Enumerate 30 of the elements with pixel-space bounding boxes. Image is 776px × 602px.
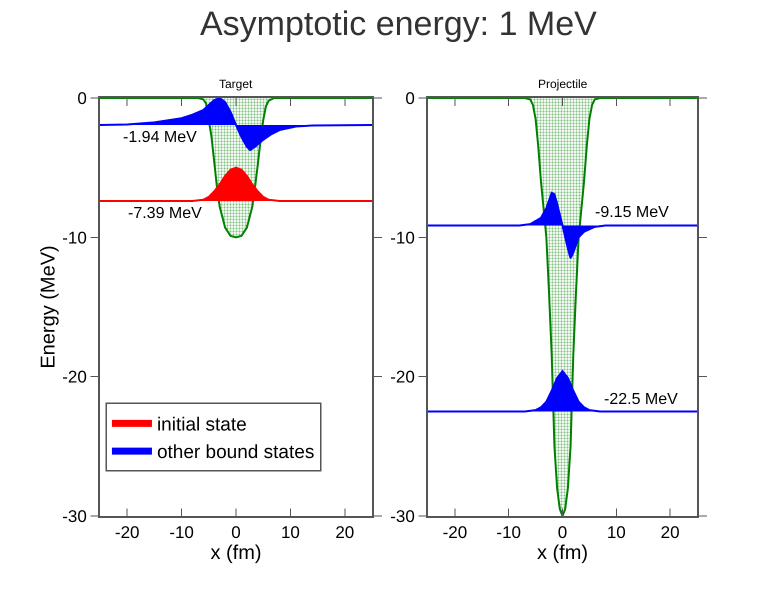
- x-tick-label: 10: [280, 523, 300, 542]
- legend-label: other bound states: [156, 442, 314, 463]
- annotation: -7.39 MeV: [128, 205, 202, 222]
- x-tick-label: 0: [558, 523, 568, 542]
- y-tick-label: -30: [390, 506, 415, 526]
- y-tick-label: -10: [62, 228, 87, 248]
- x-tick-label: 0: [231, 523, 241, 542]
- x-tick-label: 20: [660, 523, 680, 542]
- legend-label: initial state: [156, 414, 247, 436]
- y-tick-label: -10: [390, 228, 415, 248]
- x-axis-title: x (fm): [210, 542, 262, 564]
- y-tick-label: -20: [62, 368, 87, 387]
- x-tick-label: -10: [169, 523, 194, 542]
- y-tick-label: 0: [405, 88, 415, 108]
- chart-title: Asymptotic energy: 1 MeV: [200, 5, 598, 43]
- y-tick-label: -30: [62, 506, 87, 526]
- x-tick-label: -20: [442, 523, 468, 542]
- x-tick-label: -10: [496, 523, 521, 542]
- y-tick-label: 0: [77, 88, 87, 108]
- annotation: -9.15 MeV: [595, 204, 670, 221]
- x-tick-label: 10: [606, 523, 626, 542]
- y-axis-title: Energy (MeV): [37, 245, 60, 369]
- annotation: -22.5 MeV: [604, 391, 678, 408]
- x-tick-label: 20: [335, 523, 354, 542]
- chart-subtitle: Projectile: [538, 77, 588, 91]
- y-tick-label: -20: [390, 368, 415, 387]
- x-tick-label: -20: [114, 523, 140, 542]
- x-axis-title: x (fm): [536, 542, 588, 564]
- annotation: -1.94 MeV: [123, 129, 198, 146]
- chart-subtitle: Target: [219, 77, 254, 91]
